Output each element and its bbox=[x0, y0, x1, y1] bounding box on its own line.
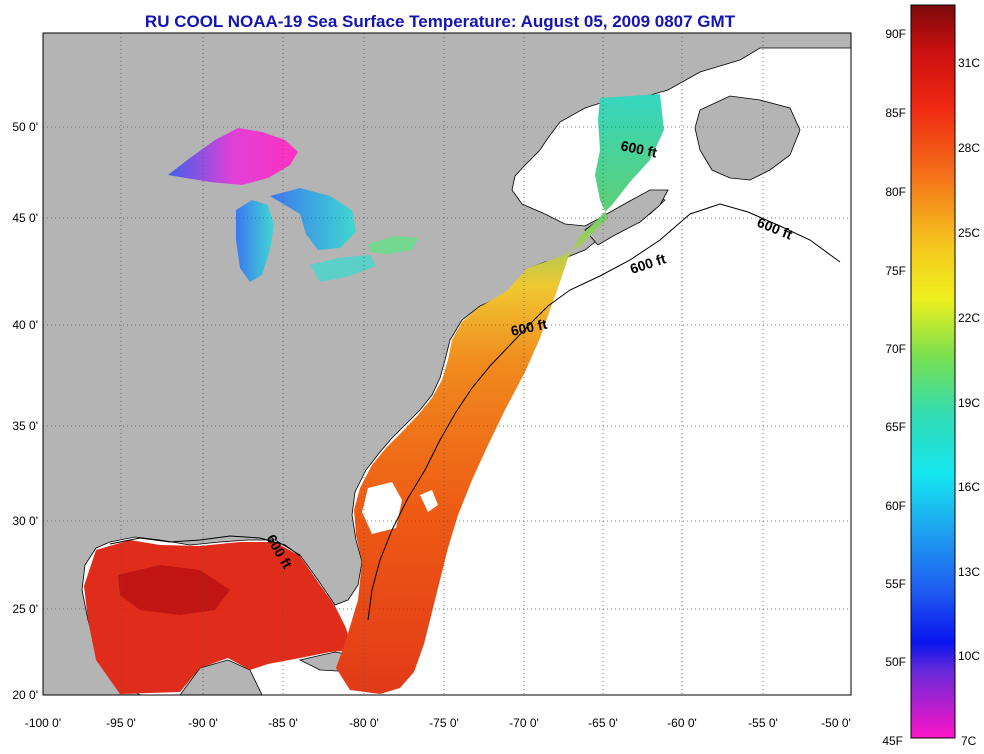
y-tick-label: 20 0' bbox=[12, 688, 38, 702]
map-title: RU COOL NOAA-19 Sea Surface Temperature:… bbox=[144, 12, 736, 31]
x-tick-label: -60 0' bbox=[667, 716, 697, 730]
colorbar: 90F 85F 80F 75F 70F 65F 60F 55F 50F 45F … bbox=[882, 4, 980, 748]
colorbar-c-label: 31C bbox=[958, 56, 980, 70]
lake-huron bbox=[270, 188, 356, 250]
y-tick-label: 30 0' bbox=[12, 514, 38, 528]
colorbar-c-label: 19C bbox=[958, 396, 980, 410]
map-border bbox=[42, 32, 852, 696]
colorbar-f-label: 75F bbox=[885, 264, 906, 278]
lake-ontario bbox=[368, 236, 418, 254]
colorbar-c-label: 7C bbox=[961, 734, 977, 748]
colorbar-c-label: 10C bbox=[958, 649, 980, 663]
land-newfoundland bbox=[694, 95, 801, 181]
y-axis: 50 0' 45 0' 40 0' 35 0' 30 0' 25 0' 20 0… bbox=[12, 120, 38, 702]
colorbar-f-label: 50F bbox=[885, 655, 906, 669]
x-tick-label: -65 0' bbox=[588, 716, 618, 730]
y-tick-label: 45 0' bbox=[12, 211, 38, 225]
x-tick-label: -85 0' bbox=[268, 716, 298, 730]
colorbar-f-label: 80F bbox=[885, 185, 906, 199]
x-tick-label: -80 0' bbox=[349, 716, 379, 730]
lake-michigan bbox=[236, 200, 274, 282]
gulf-core-hot bbox=[118, 565, 230, 615]
x-tick-label: -90 0' bbox=[188, 716, 218, 730]
colorbar-f-label: 85F bbox=[885, 106, 906, 120]
colorbar-f-label: 65F bbox=[885, 420, 906, 434]
colorbar-f-label: 45F bbox=[882, 734, 903, 748]
x-tick-label: -50 0' bbox=[821, 716, 851, 730]
x-tick-label: -55 0' bbox=[748, 716, 778, 730]
contour-label: 600 ft bbox=[619, 137, 658, 160]
x-tick-label: -100 0' bbox=[25, 716, 61, 730]
land-yucatan bbox=[179, 659, 263, 695]
y-tick-label: 25 0' bbox=[12, 602, 38, 616]
600ft-contour bbox=[109, 203, 841, 621]
colorbar-f-label: 60F bbox=[885, 499, 906, 513]
colorbar-c-label: 22C bbox=[958, 311, 980, 325]
colorbar-gradient bbox=[910, 4, 956, 739]
atlantic-sst-swath bbox=[336, 94, 664, 694]
colorbar-c-label: 28C bbox=[958, 141, 980, 155]
y-tick-label: 35 0' bbox=[12, 419, 38, 433]
lake-erie bbox=[310, 255, 376, 282]
land-nova-scotia bbox=[584, 189, 669, 246]
colorbar-f-label: 55F bbox=[885, 577, 906, 591]
colorbar-c-label: 25C bbox=[958, 226, 980, 240]
colorbar-f-label: 70F bbox=[885, 342, 906, 356]
lake-superior bbox=[168, 128, 298, 185]
grid bbox=[43, 33, 851, 695]
y-tick-label: 50 0' bbox=[12, 120, 38, 134]
contour-label: 600 ft bbox=[509, 316, 548, 339]
y-tick-label: 40 0' bbox=[12, 318, 38, 332]
x-tick-label: -75 0' bbox=[429, 716, 459, 730]
colorbar-c-label: 13C bbox=[958, 565, 980, 579]
x-tick-label: -95 0' bbox=[106, 716, 136, 730]
colorbar-c-label: 16C bbox=[958, 480, 980, 494]
colorbar-f-label: 90F bbox=[885, 27, 906, 41]
x-tick-label: -70 0' bbox=[509, 716, 539, 730]
cloud-gap bbox=[420, 490, 438, 512]
x-axis: -100 0' -95 0' -90 0' -85 0' -80 0' -75 … bbox=[25, 716, 851, 730]
